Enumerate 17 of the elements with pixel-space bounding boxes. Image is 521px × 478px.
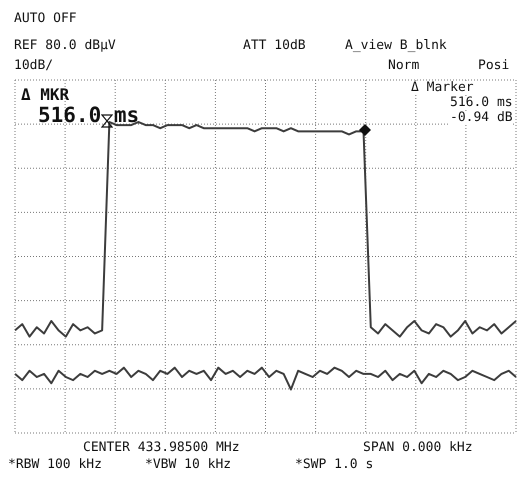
text: *VBW 10 kHz: [145, 457, 232, 472]
text: 10dB/: [14, 58, 54, 74]
text: 516.0 ms: [450, 95, 513, 110]
annotation: 516.0 ms: [38, 103, 140, 128]
text: REF 80.0 dBμV: [14, 38, 116, 54]
annotation: -0.94 dB: [450, 110, 513, 126]
text: Δ MKR: [21, 85, 70, 104]
text: A_view B_blnk: [345, 38, 447, 54]
text: CENTER 433.98500 MHz: [83, 440, 240, 456]
text: Norm: [388, 58, 420, 74]
text: *RBW 100 kHz: [8, 457, 102, 472]
text: AUTO OFF: [14, 11, 77, 26]
text: *SWP 1.0 s: [295, 457, 374, 472]
text: ATT 10dB: [243, 38, 306, 54]
text: Δ Marker: [411, 80, 474, 96]
text: Posi: [478, 58, 510, 74]
text: SPAN 0.000 kHz: [363, 440, 473, 456]
